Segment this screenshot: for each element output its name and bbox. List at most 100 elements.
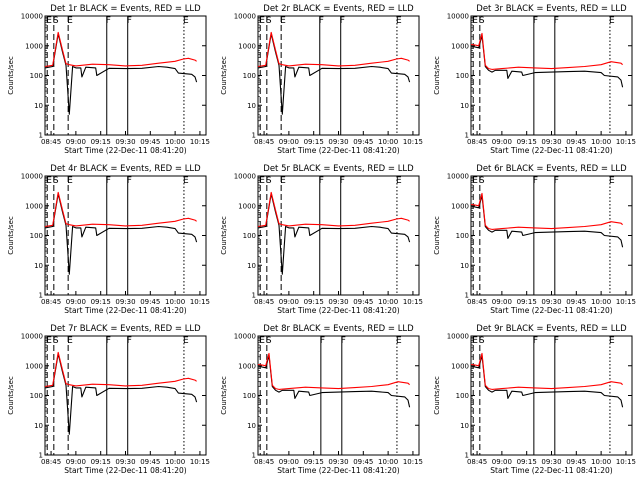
lld-series-line: [44, 31, 197, 68]
x-tick-label: 08:45: [254, 138, 274, 146]
flag-label: E: [46, 16, 52, 26]
y-tick-label: 1000: [25, 42, 43, 50]
flag-label: F: [554, 176, 559, 186]
y-axis-label: Counts/sec: [7, 216, 15, 255]
x-axis-label: Start Time (22-Dec-11 08:41:20): [490, 306, 612, 315]
x-tick-label: 10:15: [403, 298, 423, 306]
x-tick-label: 09:30: [328, 138, 348, 146]
flag-label: F: [340, 176, 345, 186]
x-tick-label: 10:00: [378, 138, 398, 146]
events-series-line: [470, 195, 624, 248]
flag-label: F: [554, 16, 559, 26]
y-axis-label: Counts/sec: [433, 376, 441, 415]
chart-panel: Det 4r BLACK = Events, RED = LLD 1 10 100 10…: [7, 164, 210, 315]
x-tick-label: 08:45: [467, 458, 487, 466]
y-tick-label: 1000: [238, 42, 256, 50]
flag-label: E: [259, 16, 265, 26]
flag-label: F: [127, 336, 132, 346]
chart-panel: Det 1r BLACK = Events, RED = LLD 1 10 100 10…: [7, 4, 210, 155]
x-tick-label: 09:15: [91, 458, 111, 466]
y-tick-label: 100: [456, 72, 469, 80]
flag-label: S: [266, 16, 272, 26]
x-tick-label: 08:45: [41, 458, 61, 466]
flag-label: F: [533, 336, 538, 346]
chart-title: Det 9r BLACK = Events, RED = LLD: [476, 324, 627, 334]
y-tick-label: 10000: [234, 333, 256, 341]
chart-panel: Det 5r BLACK = Events, RED = LLD 1 10 100 10…: [220, 164, 423, 315]
flag-label: S: [53, 176, 59, 186]
y-tick-label: 100: [243, 392, 256, 400]
y-tick-label: 10000: [21, 173, 43, 181]
y-tick-label: 10: [247, 262, 256, 270]
x-tick-label: 09:45: [353, 138, 373, 146]
flag-label: E: [183, 176, 189, 186]
x-tick-label: 10:00: [591, 458, 611, 466]
x-axis-label: Start Time (22-Dec-11 08:41:20): [64, 306, 186, 315]
flag-label: F: [533, 16, 538, 26]
y-tick-label: 100: [30, 232, 43, 240]
x-tick-label: 09:30: [115, 298, 135, 306]
flag-label: S: [479, 16, 485, 26]
x-tick-label: 09:30: [328, 458, 348, 466]
chart-panel: Det 7r BLACK = Events, RED = LLD 1 10 100 10…: [7, 324, 210, 475]
flag-label: S: [479, 336, 485, 346]
plot-frame: [44, 335, 207, 456]
plot-frame: [257, 175, 420, 296]
x-tick-label: 09:45: [353, 458, 373, 466]
y-tick-label: 10: [247, 422, 256, 430]
y-tick-label: 1000: [451, 42, 469, 50]
x-tick-label: 10:00: [378, 298, 398, 306]
chart-title: Det 4r BLACK = Events, RED = LLD: [50, 164, 201, 174]
flag-label: F: [319, 16, 324, 26]
x-tick-label: 09:00: [66, 458, 86, 466]
x-axis-label: Start Time (22-Dec-11 08:41:20): [64, 146, 186, 155]
x-tick-label: 10:00: [378, 458, 398, 466]
flag-label: F: [127, 16, 132, 26]
flag-label: S: [266, 336, 272, 346]
x-tick-label: 10:15: [190, 138, 210, 146]
flag-label: F: [106, 16, 111, 26]
x-tick-label: 09:15: [304, 298, 324, 306]
y-tick-label: 10: [34, 262, 43, 270]
y-tick-label: 10000: [234, 13, 256, 21]
x-tick-label: 09:15: [304, 138, 324, 146]
chart-title: Det 6r BLACK = Events, RED = LLD: [476, 164, 627, 174]
y-axis-label: Counts/sec: [7, 376, 15, 415]
y-tick-label: 1: [252, 452, 256, 460]
flag-label: F: [554, 336, 559, 346]
y-tick-label: 10: [247, 102, 256, 110]
y-tick-label: 1000: [25, 362, 43, 370]
x-tick-label: 09:45: [566, 138, 586, 146]
flag-label: E: [46, 336, 52, 346]
lld-series-line: [470, 352, 623, 390]
chart-title: Det 1r BLACK = Events, RED = LLD: [50, 4, 201, 14]
x-tick-label: 09:00: [492, 138, 512, 146]
x-tick-label: 09:30: [541, 298, 561, 306]
x-tick-label: 10:00: [165, 138, 185, 146]
y-tick-label: 10000: [447, 13, 469, 21]
flag-label: E: [609, 336, 615, 346]
flag-label: S: [479, 176, 485, 186]
y-tick-label: 10000: [234, 173, 256, 181]
y-tick-label: 100: [243, 72, 256, 80]
flag-label: S: [266, 176, 272, 186]
x-tick-label: 09:00: [279, 138, 299, 146]
x-tick-label: 09:15: [517, 138, 537, 146]
flag-label: E: [67, 336, 73, 346]
flag-label: F: [106, 176, 111, 186]
y-tick-label: 10: [34, 102, 43, 110]
flag-label: E: [183, 336, 189, 346]
y-tick-label: 1: [39, 452, 43, 460]
x-tick-label: 09:00: [279, 298, 299, 306]
x-tick-label: 10:15: [403, 138, 423, 146]
x-tick-label: 09:15: [304, 458, 324, 466]
x-tick-label: 09:00: [492, 458, 512, 466]
y-tick-label: 100: [456, 392, 469, 400]
x-tick-label: 08:45: [41, 298, 61, 306]
flag-label: E: [396, 176, 402, 186]
flag-label: E: [46, 176, 52, 186]
x-tick-label: 09:45: [566, 298, 586, 306]
flag-label: F: [320, 336, 325, 346]
x-axis-label: Start Time (22-Dec-11 08:41:20): [64, 466, 186, 475]
y-axis-label: Counts/sec: [220, 56, 228, 95]
